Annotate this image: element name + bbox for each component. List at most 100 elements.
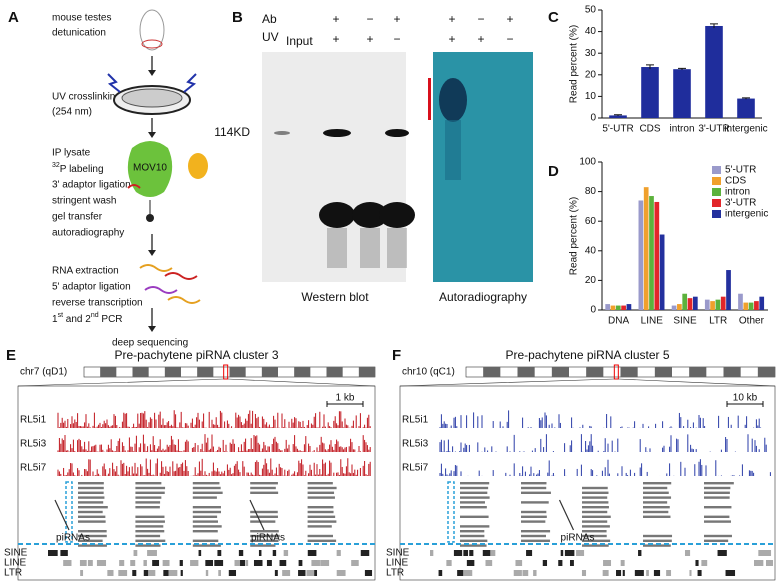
repeat-block bbox=[526, 550, 533, 556]
annotation-text bbox=[192, 491, 223, 494]
annotation-text bbox=[460, 515, 489, 518]
arrow-head bbox=[148, 132, 156, 138]
label: + bbox=[506, 12, 513, 26]
label: SINE bbox=[4, 548, 28, 559]
repeat-block bbox=[666, 570, 672, 576]
bar bbox=[726, 270, 731, 310]
label: mouse testes bbox=[52, 13, 111, 24]
label: and 2 bbox=[63, 314, 91, 325]
label: LINE bbox=[4, 558, 27, 569]
repeat-block bbox=[190, 560, 199, 566]
repeat-block bbox=[564, 550, 575, 556]
repeat-block bbox=[48, 550, 58, 556]
bar bbox=[720, 296, 726, 310]
annotation-text bbox=[521, 539, 550, 542]
repeat-block bbox=[453, 550, 463, 556]
repeat-block bbox=[245, 560, 249, 566]
label: 0 bbox=[590, 113, 596, 124]
label: intron bbox=[669, 124, 694, 135]
error-bar bbox=[678, 67, 686, 71]
label: 114KD bbox=[214, 125, 250, 139]
bar bbox=[754, 301, 759, 310]
mouse-icon bbox=[139, 9, 165, 51]
annotation-text bbox=[307, 482, 333, 485]
bar bbox=[641, 67, 659, 118]
scale-bar bbox=[326, 401, 364, 407]
repeat-block bbox=[168, 570, 178, 576]
blot-band bbox=[385, 129, 409, 137]
repeat-block bbox=[198, 550, 202, 556]
annotation-text bbox=[78, 534, 107, 538]
label: (254 nm) bbox=[52, 107, 92, 118]
repeat-block bbox=[253, 560, 263, 566]
bar bbox=[687, 298, 693, 310]
label: F bbox=[392, 347, 401, 364]
bar bbox=[748, 302, 754, 310]
legend-swatch bbox=[712, 199, 721, 207]
annotation-text bbox=[521, 530, 551, 533]
label: RL5i7 bbox=[20, 463, 47, 474]
autorad-signal bbox=[439, 78, 467, 122]
annotation-text bbox=[135, 520, 165, 523]
label: intron bbox=[725, 187, 750, 198]
label: + bbox=[448, 32, 455, 46]
repeat-block bbox=[634, 570, 644, 576]
label: 10 kb bbox=[733, 393, 758, 404]
annotation-text bbox=[250, 520, 276, 523]
annotation-text bbox=[135, 534, 161, 538]
blot-band bbox=[352, 202, 388, 228]
other-protein bbox=[188, 153, 208, 179]
annotation-text bbox=[250, 530, 279, 533]
bar bbox=[692, 296, 698, 310]
annotation-text bbox=[460, 482, 490, 485]
annotation-text bbox=[135, 482, 162, 485]
annotation-text bbox=[192, 520, 218, 523]
bar bbox=[671, 305, 677, 310]
uv-ray bbox=[107, 73, 121, 93]
label: 1st and 2nd PCR bbox=[52, 312, 123, 325]
label: 40 bbox=[585, 26, 597, 37]
label: chr10 (qC1) bbox=[402, 367, 455, 378]
uv-ray bbox=[183, 73, 197, 93]
annotation-text bbox=[307, 515, 336, 518]
annotation-text bbox=[307, 510, 334, 514]
label: 5'-UTR bbox=[602, 124, 633, 135]
label: RL5i3 bbox=[402, 439, 429, 450]
repeat-block bbox=[147, 550, 157, 556]
superscript: st bbox=[58, 312, 64, 319]
repeat-block bbox=[697, 570, 702, 576]
repeat-block bbox=[754, 560, 764, 566]
pointer bbox=[54, 499, 70, 531]
repeat-block bbox=[152, 560, 160, 566]
label: Other bbox=[739, 316, 765, 327]
repeat-block bbox=[646, 570, 649, 576]
label: P labeling bbox=[60, 164, 104, 175]
label: Read percent (%) bbox=[569, 197, 580, 275]
label: UV crosslinking bbox=[52, 92, 121, 103]
repeat-block bbox=[79, 560, 87, 566]
label: RL5i1 bbox=[20, 415, 47, 426]
repeat-block bbox=[96, 560, 107, 566]
annotation-text bbox=[643, 515, 671, 518]
annotation-text bbox=[78, 486, 104, 490]
ideogram-band bbox=[261, 367, 278, 377]
label: LTR bbox=[4, 568, 22, 579]
repeat-block bbox=[695, 560, 699, 566]
annotation-text bbox=[582, 525, 610, 528]
label: + bbox=[332, 32, 339, 46]
annotation-text bbox=[704, 482, 734, 485]
browser-frame bbox=[17, 385, 376, 581]
annotation-text bbox=[582, 544, 609, 547]
repeat-block bbox=[205, 570, 209, 576]
annotation-text bbox=[521, 491, 551, 494]
label: Pre-pachytene piRNA cluster 3 bbox=[114, 348, 278, 362]
annotation-text bbox=[192, 525, 222, 528]
repeat-block bbox=[336, 570, 346, 576]
label: intergenic bbox=[725, 209, 768, 220]
annotation-text bbox=[135, 506, 160, 509]
repeat-block bbox=[152, 570, 156, 576]
annotation-text bbox=[460, 525, 490, 528]
label: LTR bbox=[709, 316, 727, 327]
repeat-block bbox=[620, 560, 625, 566]
repeat-block bbox=[272, 550, 277, 556]
